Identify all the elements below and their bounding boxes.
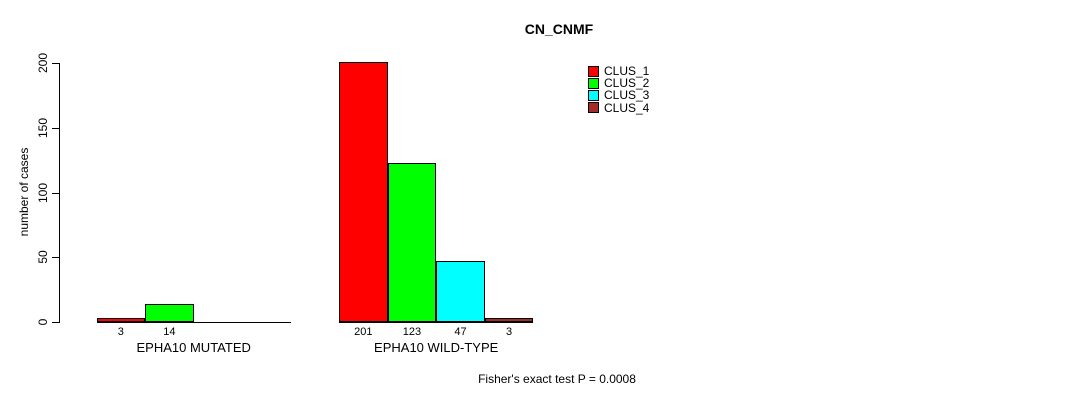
annotation-text: Fisher's exact test P = 0.0008 (478, 372, 636, 386)
bar-value-label: 201 (354, 326, 373, 338)
y-tick-label: 200 (36, 52, 50, 74)
bar-value-label: 47 (454, 326, 467, 338)
y-axis-tick (52, 127, 59, 129)
bar-clus-2-epha10-wild-type (387, 162, 437, 322)
y-tick-label: 50 (36, 250, 50, 264)
bar-clus-1-epha10-mutated (96, 318, 146, 322)
x-baseline (339, 322, 534, 323)
y-axis-line (59, 63, 60, 323)
bar-value-label: 3 (117, 326, 124, 338)
y-axis-tick (52, 257, 59, 259)
x-category-label: EPHA10 MUTATED (136, 340, 251, 355)
y-tick-label: 100 (36, 182, 50, 203)
bar-value-label: 3 (506, 326, 513, 338)
x-category-label: EPHA10 WILD-TYPE (374, 340, 499, 355)
bar-clus-3-epha10-wild-type (436, 261, 485, 322)
y-axis-tick (52, 63, 59, 64)
x-baseline (96, 322, 291, 323)
bar-clus-1-epha10-wild-type (339, 61, 388, 322)
y-tick-label: 0 (36, 318, 50, 326)
bar-value-label: 123 (402, 326, 422, 338)
bar-clus-2-epha10-mutated (145, 303, 194, 322)
y-axis-tick (52, 322, 59, 323)
chart-title: CN_CNMF (524, 21, 594, 37)
bar-clus-4-epha10-wild-type (484, 318, 534, 322)
bar-value-label: 14 (163, 326, 176, 338)
y-axis-tick (52, 192, 59, 194)
y-tick-label: 150 (36, 117, 50, 138)
